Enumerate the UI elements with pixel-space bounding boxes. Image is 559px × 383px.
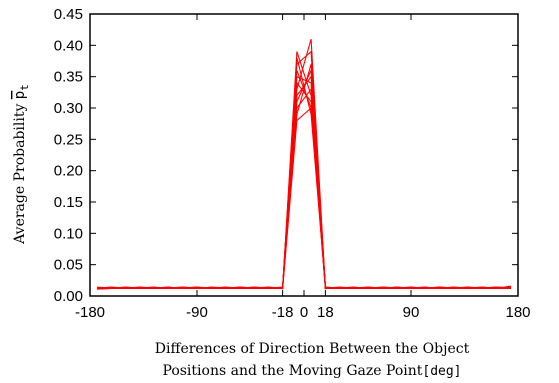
x-tick-label: 18 [317,304,334,321]
y-tick-label: 0.20 [54,163,83,180]
y-tick-label: 0.10 [54,225,83,242]
series-group [97,38,511,290]
y-tick-label: 0.30 [54,100,83,117]
y-axis-label-main: Average Probability [12,99,28,245]
x-axis-label-line2-main: Positions and the Moving Gaze Point [162,363,422,379]
y-axis-label-subscript: t [18,84,31,91]
x-tick-label: -90 [186,304,208,321]
y-tick-label: 0.35 [54,69,83,86]
y-tick-label: 0.45 [54,6,83,23]
y-tick-label: 0.25 [54,131,83,148]
x-axis-label-line2: Positions and the Moving Gaze Point[deg] [162,363,461,379]
y-tick-label: 0.05 [54,257,83,274]
plot-frame [89,13,519,297]
y-ticks: 0.00 0.05 0.10 0.15 0.20 0.25 0.30 0.35 0.40 0.45 [54,6,518,305]
x-tick-label: -18 [272,304,294,321]
x-tick-label: 90 [403,304,420,321]
series-line-5 [97,75,511,290]
series-line-12 [97,106,511,290]
series-line-3 [97,70,511,290]
y-tick-label: 0.15 [54,194,83,211]
y-axis-label: Average Probability pt [12,84,31,245]
x-tick-label: 180 [505,304,530,321]
y-tick-label: 0.40 [54,37,83,54]
series-line-2 [97,38,511,290]
x-axis-label-unit: [deg] [422,364,461,379]
series-line-11 [97,75,511,290]
series-line-6 [97,70,511,290]
x-axis-label-line1: Differences of Direction Between the Obj… [155,341,470,357]
x-tick-label: -180 [75,304,105,321]
y-axis-label-symbol: p [12,91,28,99]
x-ticks: -180 -90 -18 0 18 90 180 [75,14,531,321]
x-tick-label: 0 [300,304,308,321]
series-line-8 [97,87,511,290]
y-tick-label: 0.00 [54,288,83,305]
